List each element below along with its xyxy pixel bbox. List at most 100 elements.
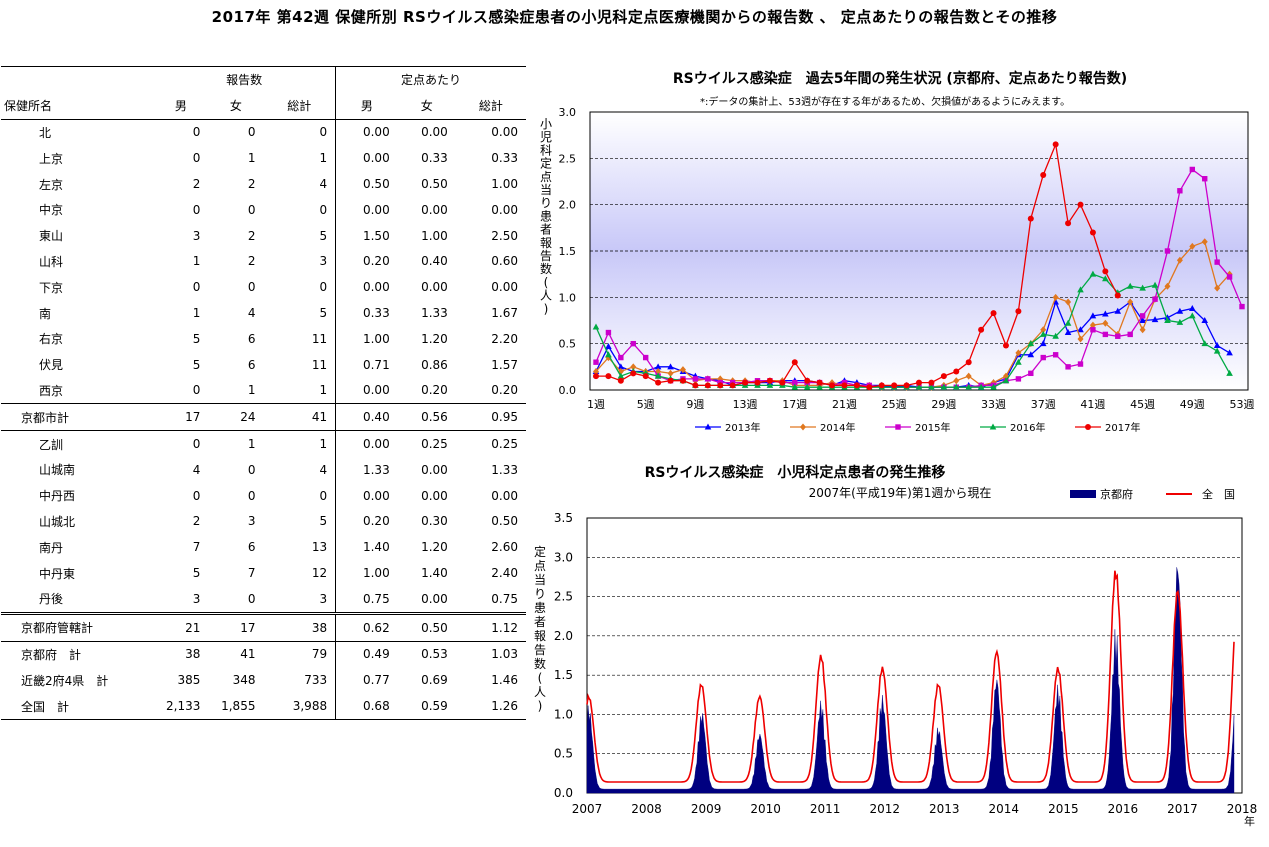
data-point bbox=[593, 367, 599, 375]
table-row: 右京 5 6 11 1.00 1.20 2.20 bbox=[1, 325, 526, 352]
data-point bbox=[1176, 307, 1184, 314]
report-table: 報告数 定点あたり 保健所名 男 女 総計 男 女 総計 北 0 0 0 0.00 0.0… bbox=[1, 65, 526, 720]
cell-value: 1.26 bbox=[455, 693, 526, 720]
cell-value: 0.25 bbox=[491, 437, 518, 452]
cell-value: 38 bbox=[185, 647, 201, 662]
chart1-note: *:データの集計上、53週が存在する年があるため、欠損値があるようにみえます。 bbox=[700, 97, 1071, 108]
data-point bbox=[1040, 172, 1047, 179]
data-point bbox=[1127, 331, 1133, 338]
cell-value: 0.75 bbox=[335, 585, 398, 615]
data-point bbox=[667, 363, 674, 370]
data-point bbox=[630, 363, 637, 371]
cell-value: 2.50 bbox=[491, 228, 518, 243]
y-tick-label: 1.5 bbox=[554, 668, 573, 682]
cell-value: 0.69 bbox=[421, 673, 448, 688]
data-point bbox=[1065, 298, 1072, 306]
data-point bbox=[1214, 259, 1220, 265]
data-point bbox=[1077, 286, 1084, 293]
cell-value: 0.20 bbox=[362, 254, 390, 269]
data-point bbox=[1027, 340, 1035, 347]
data-point bbox=[853, 382, 860, 389]
cell-value: 0.49 bbox=[362, 647, 390, 662]
data-point bbox=[1164, 248, 1171, 254]
cell-value: 0.00 bbox=[362, 125, 390, 140]
x-tick-label: 25週 bbox=[882, 398, 907, 411]
cell-value: 2 bbox=[247, 228, 256, 243]
data-point bbox=[1089, 312, 1097, 319]
cell-value: 0.00 bbox=[362, 151, 390, 166]
cell-value: 0 bbox=[263, 196, 337, 223]
x-tick-label: 9週 bbox=[686, 398, 704, 411]
data-point bbox=[1089, 229, 1096, 236]
table-row: 山城北 2 3 5 0.20 0.30 0.50 bbox=[1, 508, 526, 535]
data-point bbox=[1090, 327, 1096, 333]
cell-name: 山科 bbox=[39, 254, 64, 269]
legend-label: 2013年 bbox=[725, 421, 760, 434]
x-tick-label: 2014 bbox=[989, 802, 1020, 816]
cell-value: 1.40 bbox=[362, 540, 390, 555]
cell-value: 3 bbox=[192, 228, 201, 243]
data-point bbox=[1152, 296, 1158, 302]
cell-value: 0.68 bbox=[335, 693, 398, 720]
data-point bbox=[940, 383, 948, 390]
cell-name: 山城南 bbox=[39, 463, 76, 478]
y-tick-label: 1.5 bbox=[559, 245, 577, 258]
cell-value: 0.77 bbox=[362, 673, 390, 688]
data-point bbox=[1065, 220, 1072, 227]
cell-value: 3 bbox=[153, 585, 209, 615]
cell-value: 1.00 bbox=[362, 331, 390, 346]
cell-value: 0.00 bbox=[421, 202, 448, 217]
data-point bbox=[692, 376, 699, 382]
data-point bbox=[617, 363, 625, 370]
data-point bbox=[1213, 342, 1221, 349]
cell-value: 0 bbox=[247, 488, 256, 503]
cell-value: 0.20 bbox=[397, 377, 456, 405]
legend-label: 全 国 bbox=[1202, 487, 1235, 501]
legend-label: 京都府 bbox=[1100, 487, 1133, 501]
data-point bbox=[766, 381, 774, 388]
x-tick-label: 37週 bbox=[1031, 398, 1056, 411]
cell-value: 1.00 bbox=[491, 177, 518, 192]
cell-value: 21 bbox=[153, 613, 209, 642]
table-row: 東山 3 2 5 1.50 1.00 2.50 bbox=[1, 222, 526, 249]
x-tick-label: 2010 bbox=[750, 802, 781, 816]
cell-value: 0.62 bbox=[335, 613, 398, 642]
table-row: 中丹東 5 7 12 1.00 1.40 2.40 bbox=[1, 560, 526, 586]
data-point bbox=[1039, 330, 1047, 337]
x-tick-label: 53週 bbox=[1230, 398, 1255, 411]
table-body: 北 0 0 0 0.00 0.00 0.00 上京 0 1 1 0.00 0.33 0.33 左京 2 2 4 0.… bbox=[1, 119, 526, 720]
x-tick-label: 21週 bbox=[832, 398, 857, 411]
cell-value: 0.00 bbox=[362, 202, 390, 217]
table-row: 南 1 4 5 0.33 1.33 1.67 bbox=[1, 300, 526, 326]
data-point bbox=[1213, 347, 1221, 354]
data-point bbox=[592, 323, 600, 330]
y-axis-label: 定点当り患者報告数(人) bbox=[534, 544, 546, 713]
cell-value: 0.33 bbox=[362, 306, 390, 321]
cell-value: 0.95 bbox=[455, 403, 526, 432]
cell-value: 11 bbox=[263, 351, 337, 378]
cell-value: 0.00 bbox=[362, 437, 390, 452]
data-point bbox=[1214, 284, 1221, 292]
cell-value: 0.00 bbox=[362, 280, 390, 295]
cell-value: 17 bbox=[153, 403, 209, 432]
cell-value: 0.20 bbox=[455, 377, 526, 405]
y-tick-label: 3.0 bbox=[554, 550, 573, 564]
data-point bbox=[1115, 333, 1121, 339]
data-point bbox=[816, 379, 823, 386]
cell-value: 0.40 bbox=[335, 403, 398, 432]
table-row: 下京 0 0 0 0.00 0.00 0.00 bbox=[1, 274, 526, 301]
cell-value: 0.33 bbox=[421, 151, 448, 166]
cell-name: 京都市計 bbox=[1, 403, 154, 432]
cell-value: 5 bbox=[192, 331, 201, 346]
cell-value: 1.00 bbox=[421, 228, 448, 243]
chart1-five-year-chart: 0.0 0.5 1.0 1.5 2.0 2.5 3.0 1週 5週 9週 13週 17週 21週 25週 2… bbox=[540, 106, 1255, 434]
chart2-note: 2007年(平成19年)第1週から現在 bbox=[808, 486, 992, 500]
data-point bbox=[1052, 293, 1059, 301]
data-point bbox=[779, 379, 786, 386]
x-tick-label: 2007 bbox=[572, 802, 603, 816]
data-point bbox=[754, 379, 761, 386]
cell-name: 北 bbox=[39, 125, 52, 140]
cell-value: 2,133 bbox=[153, 693, 209, 720]
x-tick-label: 49週 bbox=[1180, 398, 1205, 411]
col-header-male-rate: 男 bbox=[335, 92, 398, 120]
